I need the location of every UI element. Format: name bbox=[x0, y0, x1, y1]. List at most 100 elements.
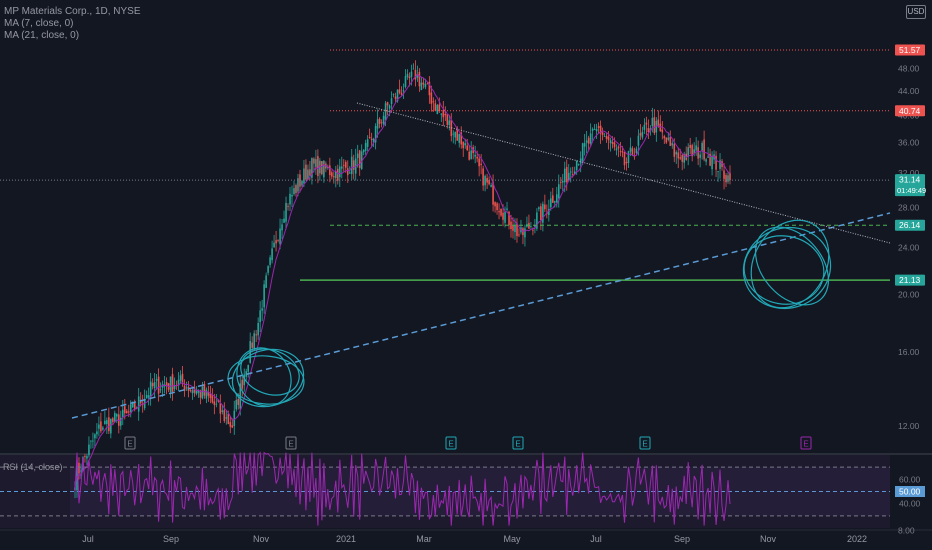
candle-body bbox=[346, 168, 349, 176]
candle-body bbox=[518, 234, 520, 236]
candle-body bbox=[695, 145, 697, 151]
time-tick-label: Mar bbox=[416, 534, 432, 544]
rsi-label[interactable]: RSI (14, close) bbox=[3, 462, 63, 472]
candle-body bbox=[386, 102, 389, 106]
rsi-tick-label: 40.00 bbox=[899, 499, 921, 509]
candle-body bbox=[693, 149, 695, 154]
candle-body bbox=[563, 168, 566, 183]
candle-body bbox=[398, 89, 401, 93]
earnings-marker[interactable]: E bbox=[445, 436, 457, 450]
candle-body bbox=[125, 410, 128, 414]
candle-body bbox=[344, 162, 347, 168]
candle-body bbox=[305, 164, 307, 180]
candle-body bbox=[340, 166, 343, 169]
candle-body bbox=[169, 376, 172, 393]
candle-body bbox=[102, 427, 104, 430]
candle-body bbox=[235, 400, 238, 410]
candle-body bbox=[597, 126, 600, 128]
candle-body bbox=[609, 140, 612, 144]
candle-body bbox=[327, 167, 329, 168]
candle-body bbox=[528, 222, 530, 229]
candle-body bbox=[92, 440, 94, 442]
candle-body bbox=[697, 147, 699, 159]
candle-body bbox=[687, 147, 689, 157]
candle-body bbox=[613, 142, 616, 148]
symbol-title[interactable]: MP Materials Corp., 1D, NYSE bbox=[4, 6, 141, 17]
candle-body bbox=[116, 414, 118, 417]
candle-body bbox=[715, 155, 717, 170]
descending-trendline[interactable] bbox=[356, 102, 891, 244]
ascending-trendline[interactable] bbox=[71, 212, 891, 419]
candle-body bbox=[599, 125, 602, 134]
earnings-marker-text: E bbox=[515, 440, 520, 449]
time-tick-label: Sep bbox=[163, 534, 179, 544]
candle-body bbox=[171, 374, 174, 392]
circle-annotations[interactable] bbox=[226, 206, 844, 416]
candle-body bbox=[277, 239, 279, 241]
candle-body bbox=[561, 180, 564, 183]
candle-body bbox=[552, 195, 554, 203]
candle-body bbox=[601, 132, 604, 136]
time-axis[interactable]: Jul Sep Nov 2021 Mar May Jul Sep Nov 2022 bbox=[82, 534, 867, 544]
candle-body bbox=[617, 146, 620, 149]
candle-body bbox=[191, 390, 194, 394]
candle-body bbox=[410, 71, 413, 77]
candle-body bbox=[400, 92, 403, 95]
ma21-label[interactable]: MA (21, close, 0) bbox=[4, 30, 80, 41]
candle-body bbox=[360, 151, 363, 170]
candle-body bbox=[456, 128, 459, 141]
candle-body bbox=[581, 143, 584, 161]
price-axis-label[interactable]: 51.57 bbox=[895, 44, 925, 56]
candle-body bbox=[466, 145, 469, 151]
candle-body bbox=[297, 178, 299, 192]
candle-body bbox=[121, 409, 124, 417]
candle-body bbox=[380, 122, 383, 124]
rsi-axis[interactable]: 60.00 50.00 40.00 bbox=[895, 474, 925, 509]
candle-body bbox=[557, 184, 560, 199]
candle-body bbox=[727, 175, 729, 182]
earnings-marker[interactable]: E bbox=[800, 436, 812, 450]
candle-body bbox=[454, 131, 457, 138]
earnings-marker-text: E bbox=[803, 440, 808, 449]
price-axis-label[interactable]: 40.74 bbox=[895, 105, 925, 117]
candle-body bbox=[424, 83, 427, 88]
earnings-marker[interactable]: E bbox=[639, 436, 651, 450]
candle-body bbox=[219, 403, 222, 414]
candle-body bbox=[571, 174, 574, 176]
candle-body bbox=[139, 399, 142, 404]
price-axis-label[interactable]: 26.14 bbox=[895, 219, 925, 231]
price-tick-label: 28.00 bbox=[898, 202, 920, 212]
candle-body bbox=[705, 159, 707, 162]
candle-body bbox=[434, 103, 437, 111]
candle-body bbox=[699, 154, 701, 158]
candle-body bbox=[396, 89, 399, 102]
candle-body bbox=[207, 391, 210, 396]
price-axis-label[interactable]: 21.13 bbox=[895, 274, 925, 286]
candle-body bbox=[486, 177, 488, 183]
earnings-marker-text: E bbox=[288, 440, 293, 449]
candle-body bbox=[502, 212, 504, 220]
candle-body bbox=[356, 153, 359, 159]
candle-body bbox=[496, 203, 498, 211]
candle-body bbox=[165, 382, 168, 386]
ma7-label[interactable]: MA (7, close, 0) bbox=[4, 18, 74, 29]
candle-body bbox=[412, 68, 415, 70]
candle-body bbox=[691, 145, 693, 157]
candle-body bbox=[717, 171, 719, 172]
candle-body bbox=[627, 151, 630, 164]
rsi-line[interactable] bbox=[74, 451, 731, 526]
candle-body bbox=[98, 424, 100, 429]
candle-body bbox=[227, 413, 230, 424]
candle-body bbox=[587, 137, 590, 144]
ma-line[interactable] bbox=[74, 73, 731, 488]
candle-body bbox=[368, 136, 371, 139]
earnings-marker[interactable]: E bbox=[512, 436, 524, 450]
currency-badge[interactable]: USD bbox=[906, 5, 926, 19]
candle-body bbox=[671, 143, 674, 146]
earnings-marker[interactable]: E bbox=[124, 436, 136, 450]
earnings-marker[interactable]: E bbox=[285, 436, 297, 450]
time-tick-label: Jul bbox=[82, 534, 94, 544]
earnings-marker-box bbox=[512, 436, 524, 450]
